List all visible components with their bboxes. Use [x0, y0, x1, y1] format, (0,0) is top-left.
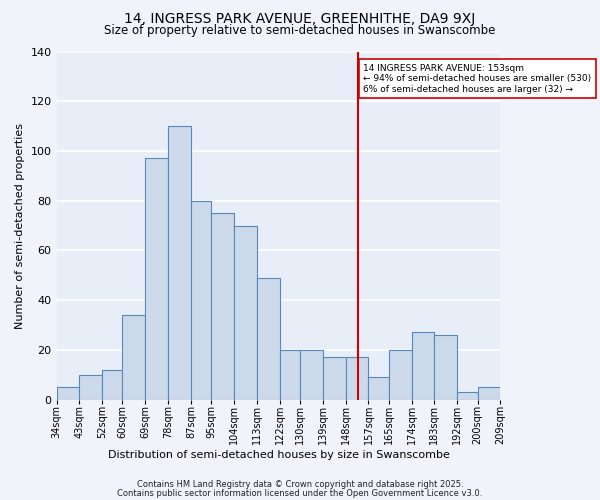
X-axis label: Distribution of semi-detached houses by size in Swanscombe: Distribution of semi-detached houses by …: [107, 450, 449, 460]
Bar: [412, 332, 434, 400]
Bar: [346, 358, 368, 400]
Bar: [389, 350, 412, 400]
Bar: [211, 213, 234, 400]
Text: 14 INGRESS PARK AVENUE: 153sqm
← 94% of semi-detached houses are smaller (530)
6: 14 INGRESS PARK AVENUE: 153sqm ← 94% of …: [364, 64, 592, 94]
Bar: [56, 387, 79, 400]
Bar: [457, 392, 478, 400]
Bar: [280, 350, 300, 400]
Bar: [478, 387, 500, 400]
Bar: [102, 370, 122, 400]
Bar: [79, 374, 102, 400]
Text: Contains public sector information licensed under the Open Government Licence v3: Contains public sector information licen…: [118, 488, 482, 498]
Bar: [434, 335, 457, 400]
Text: 14, INGRESS PARK AVENUE, GREENHITHE, DA9 9XJ: 14, INGRESS PARK AVENUE, GREENHITHE, DA9…: [124, 12, 476, 26]
Bar: [191, 200, 211, 400]
Bar: [257, 278, 280, 400]
Bar: [168, 126, 191, 400]
Bar: [145, 158, 168, 400]
Bar: [234, 226, 257, 400]
Text: Size of property relative to semi-detached houses in Swanscombe: Size of property relative to semi-detach…: [104, 24, 496, 37]
Bar: [300, 350, 323, 400]
Y-axis label: Number of semi-detached properties: Number of semi-detached properties: [15, 122, 25, 328]
Bar: [368, 377, 389, 400]
Bar: [323, 358, 346, 400]
Bar: [122, 315, 145, 400]
Text: Contains HM Land Registry data © Crown copyright and database right 2025.: Contains HM Land Registry data © Crown c…: [137, 480, 463, 489]
